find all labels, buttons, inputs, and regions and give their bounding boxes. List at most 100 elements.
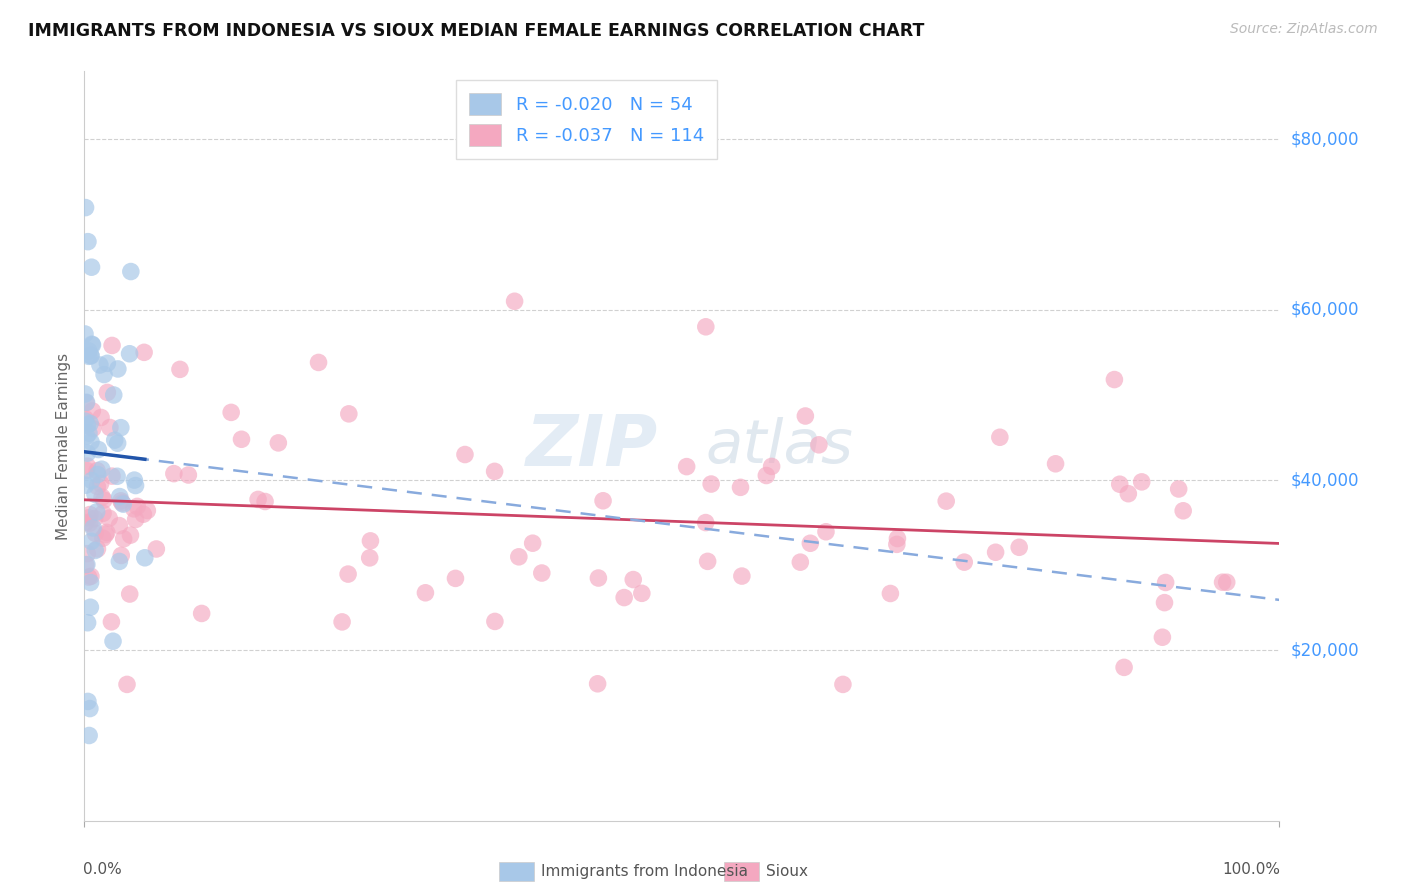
Point <box>613 591 636 605</box>
Point <box>675 459 697 474</box>
Point <box>101 469 124 483</box>
Point <box>1154 575 1177 590</box>
Point <box>90 410 112 425</box>
Point <box>120 528 142 542</box>
Point <box>886 532 908 546</box>
Point <box>134 550 156 565</box>
Point <box>91 531 114 545</box>
Point <box>83 511 105 525</box>
Point <box>80 474 103 488</box>
Point <box>832 677 855 691</box>
Point <box>1212 575 1234 590</box>
Point <box>1114 660 1136 674</box>
Point <box>247 492 270 507</box>
Point <box>111 496 134 510</box>
Point <box>76 446 98 460</box>
Point <box>75 414 97 428</box>
Text: atlas: atlas <box>706 417 853 475</box>
Point <box>80 434 103 449</box>
Point <box>86 467 108 482</box>
Point <box>98 420 121 434</box>
Text: $80,000: $80,000 <box>1291 130 1360 148</box>
Point <box>695 516 717 530</box>
Point <box>82 404 104 418</box>
Point <box>77 729 100 743</box>
Point <box>98 511 121 525</box>
Point <box>79 701 101 715</box>
Point <box>77 343 100 358</box>
Text: 100.0%: 100.0% <box>1223 862 1281 877</box>
Point <box>359 550 381 565</box>
Point <box>77 235 100 249</box>
Point <box>1173 504 1195 518</box>
Point <box>86 505 108 519</box>
Point <box>96 385 118 400</box>
Point <box>110 420 132 434</box>
Point <box>76 615 98 630</box>
Point <box>86 541 108 556</box>
Point <box>77 511 100 525</box>
Point <box>1008 541 1031 555</box>
Point <box>879 586 901 600</box>
Point <box>484 464 506 478</box>
Point <box>75 412 97 426</box>
Point <box>79 508 101 522</box>
Point <box>112 497 135 511</box>
Point <box>415 586 437 600</box>
Point <box>107 436 129 450</box>
Point <box>108 490 131 504</box>
Text: Sioux: Sioux <box>766 864 808 879</box>
Point <box>75 395 97 409</box>
Point <box>73 326 96 341</box>
Point <box>1153 596 1175 610</box>
Point <box>177 468 200 483</box>
Point <box>886 537 908 551</box>
Point <box>588 571 610 585</box>
Point <box>953 555 976 569</box>
Point <box>79 575 101 590</box>
Point <box>75 558 97 572</box>
Point <box>731 569 754 583</box>
Point <box>90 476 112 491</box>
Point <box>108 518 131 533</box>
Point <box>79 417 101 431</box>
Point <box>807 438 830 452</box>
Point <box>508 549 530 564</box>
Point <box>799 536 821 550</box>
Point <box>444 571 467 585</box>
Text: 0.0%: 0.0% <box>83 862 122 877</box>
Point <box>761 459 783 474</box>
Point <box>359 533 381 548</box>
Point <box>1130 475 1153 489</box>
Point <box>110 549 132 563</box>
Point <box>86 479 108 493</box>
Point <box>112 532 135 546</box>
Point <box>77 694 100 708</box>
Point <box>621 573 644 587</box>
Point <box>484 615 506 629</box>
Point <box>730 480 752 494</box>
Point <box>93 368 115 382</box>
Point <box>254 494 277 508</box>
Point <box>108 554 131 568</box>
Y-axis label: Median Female Earnings: Median Female Earnings <box>56 352 72 540</box>
Point <box>124 478 146 492</box>
Point <box>1152 630 1174 644</box>
Point <box>84 543 107 558</box>
Point <box>190 607 212 621</box>
Point <box>503 294 526 309</box>
Point <box>814 524 837 539</box>
Point <box>984 545 1007 559</box>
Point <box>1215 575 1237 590</box>
Point <box>522 536 544 550</box>
Point <box>132 345 156 359</box>
Point <box>1108 477 1130 491</box>
Point <box>337 407 360 421</box>
Text: $60,000: $60,000 <box>1291 301 1360 318</box>
Point <box>96 356 118 370</box>
Point <box>755 468 778 483</box>
Text: Immigrants from Indonesia: Immigrants from Indonesia <box>541 864 748 879</box>
Point <box>82 521 104 535</box>
Point <box>169 362 191 376</box>
Point <box>696 554 718 568</box>
